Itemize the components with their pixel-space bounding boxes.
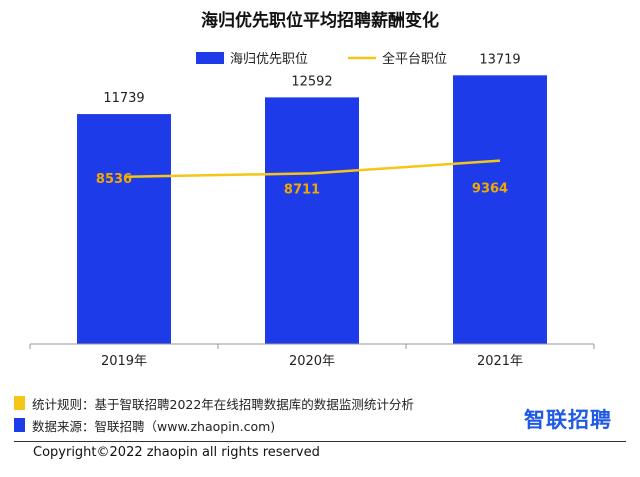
line-value-label-1: 8711 <box>284 182 320 197</box>
chart-title: 海归优先职位平均招聘薪酬变化 <box>201 11 439 31</box>
zhaopin-logo: 智联招聘 <box>524 408 612 432</box>
bar-0 <box>77 114 171 344</box>
source-text: 数据来源：智联招聘（www.zhaopin.com) <box>32 418 276 434</box>
bar-value-label-2: 13719 <box>479 52 520 67</box>
legend-label-bar: 海归优先职位 <box>230 52 308 67</box>
footer-divider <box>14 441 626 442</box>
bar-1 <box>265 97 359 344</box>
legend-label-line: 全平台职位 <box>382 51 447 67</box>
bar-value-label-0: 11739 <box>103 91 144 106</box>
x-tick-label-2: 2021年 <box>477 354 523 369</box>
line-value-label-2: 9364 <box>472 182 508 197</box>
x-tick-label-0: 2019年 <box>101 354 147 369</box>
x-tick-label-1: 2020年 <box>289 354 335 369</box>
line-value-label-0: 8536 <box>96 172 132 187</box>
bar-value-label-1: 12592 <box>291 74 332 89</box>
source-swatch <box>14 418 25 432</box>
copyright-text: Copyright©2022 zhaopin all rights reserv… <box>33 445 320 460</box>
bar-2 <box>453 75 547 345</box>
footnote-source: 数据来源：智联招聘（www.zhaopin.com) <box>0 416 275 434</box>
rule-text: 统计规则：基于智联招聘2022年在线招聘数据库的数据监测统计分析 <box>32 396 414 412</box>
footnote-rule: 统计规则：基于智联招聘2022年在线招聘数据库的数据监测统计分析 <box>0 394 414 412</box>
legend-swatch-bar <box>196 52 224 64</box>
chart-area: 海归优先职位 全平台职位 11739 12592 13719 2019年 2020年 2021… <box>29 51 595 369</box>
line-series <box>123 159 501 179</box>
rule-swatch <box>14 396 25 410</box>
